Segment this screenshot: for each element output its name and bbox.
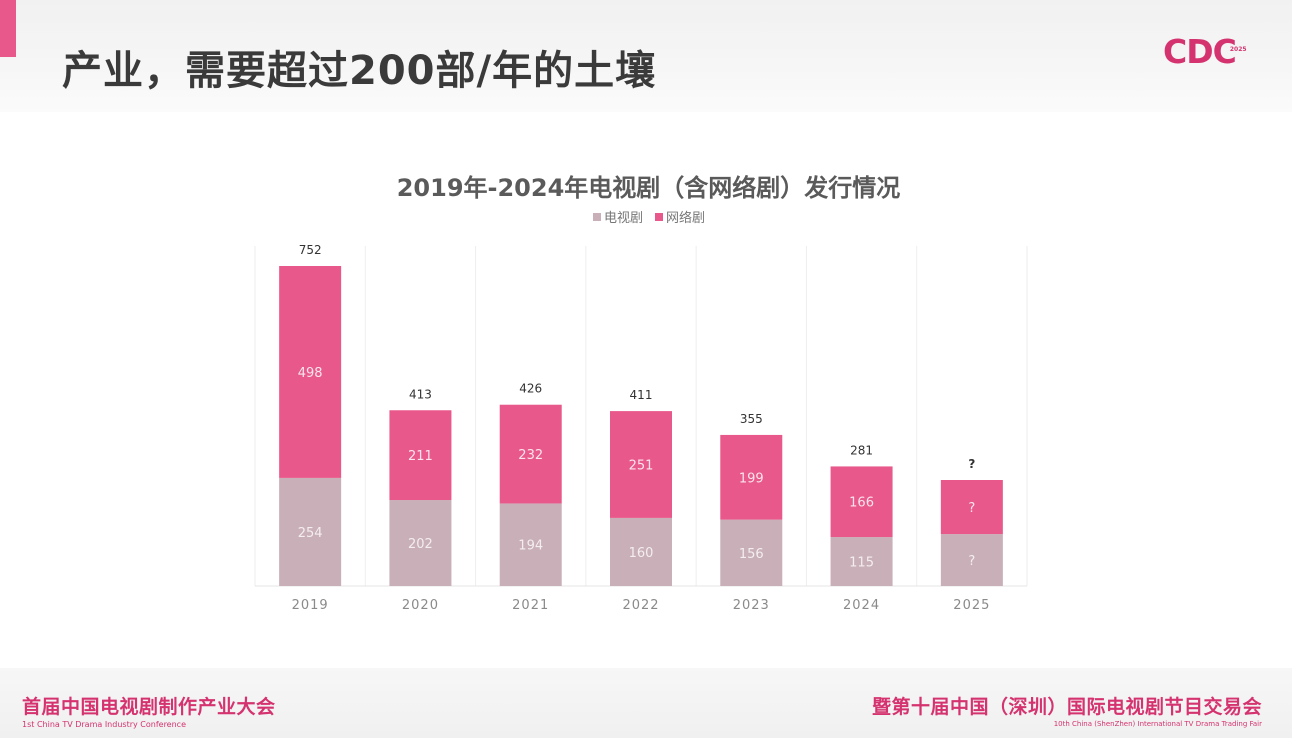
footer-left-cn: 首届中国电视剧制作产业大会 — [22, 696, 276, 718]
legend-item-tv-series: 电视剧 — [592, 207, 643, 226]
total-label: 281 — [850, 443, 873, 457]
data-label-tv-series: 160 — [629, 546, 654, 561]
data-label-web-series: 251 — [629, 459, 654, 474]
bar-tv-series-2023 — [720, 519, 783, 586]
data-label-web-series: 211 — [408, 449, 433, 464]
total-label: 426 — [519, 382, 542, 396]
x-tick-label: 2022 — [622, 598, 659, 613]
legend-swatch-web-series — [655, 212, 663, 221]
bar-tv-series-2020 — [389, 500, 452, 586]
chart-legend: 电视剧 网络剧 — [0, 207, 1292, 226]
footer-right-cn: 暨第十届中国（深圳）国际电视剧节目交易会 — [871, 696, 1262, 718]
footer-band — [0, 668, 1292, 738]
data-label-web-series: ? — [968, 501, 975, 516]
chart-title: 2019年-2024年电视剧（含网络剧）发行情况 — [396, 174, 901, 202]
x-tick-label: 2021 — [512, 598, 549, 613]
bar-web-series-2023 — [720, 434, 783, 520]
x-tick-label: 2019 — [292, 598, 329, 613]
logo-year: 2025 — [1229, 46, 1247, 53]
x-tick-label: 2023 — [733, 598, 770, 613]
data-label-tv-series: 202 — [408, 537, 433, 552]
page-title: 产业，需要超过200部/年的土壤 — [62, 48, 657, 94]
data-label-tv-series: 194 — [518, 539, 543, 554]
logo-text: CDC — [1163, 32, 1237, 71]
bar-web-series-2020 — [389, 410, 452, 501]
data-label-web-series: 199 — [739, 471, 764, 486]
bar-web-series-2019 — [279, 266, 342, 478]
bar-web-series-2021 — [499, 404, 562, 504]
footer-right: 暨第十届中国（深圳）国际电视剧节目交易会 10th China (ShenZhe… — [872, 692, 1262, 728]
total-label: 752 — [299, 243, 322, 257]
data-label-web-series: 232 — [518, 448, 543, 463]
footer-left-en: 1st China TV Drama Industry Conference — [22, 720, 186, 729]
x-tick-label: 2025 — [953, 598, 990, 613]
bar-tv-series-2024 — [830, 537, 893, 586]
legend-swatch-tv-series — [592, 212, 601, 221]
data-label-web-series: 166 — [849, 496, 874, 511]
bar-web-series-2024 — [830, 466, 893, 538]
data-label-tv-series: ? — [968, 554, 975, 569]
footer-left: 首届中国电视剧制作产业大会 1st China TV Drama Industr… — [22, 692, 276, 729]
x-tick-label: 2024 — [843, 598, 880, 613]
accent-bar — [0, 0, 16, 57]
total-label: 413 — [409, 387, 432, 401]
bar-tv-series-2021 — [499, 503, 562, 586]
total-label: ? — [968, 457, 975, 471]
legend-item-web-series: 网络剧 — [655, 207, 705, 226]
legend-label-web-series: 网络剧 — [666, 211, 706, 226]
header-band — [0, 0, 1292, 112]
bar-tv-series-2019 — [279, 477, 342, 586]
bar-tv-series-2022 — [610, 517, 672, 586]
footer-right-en: 10th China (ShenZhen) International TV D… — [1053, 720, 1262, 728]
total-label: 355 — [740, 412, 763, 426]
bar-tv-series-2025 — [940, 534, 1003, 586]
cdc-logo: CDC 2025 — [1163, 32, 1247, 72]
data-label-web-series: 498 — [298, 366, 323, 381]
bar-web-series-2025 — [940, 480, 1003, 535]
data-label-tv-series: 115 — [849, 556, 874, 571]
legend-label-tv-series: 电视剧 — [603, 211, 643, 226]
x-tick-label: 2020 — [402, 598, 439, 613]
data-label-tv-series: 156 — [739, 547, 764, 562]
data-label-tv-series: 254 — [298, 526, 323, 541]
bar-web-series-2022 — [610, 411, 672, 518]
total-label: 411 — [630, 388, 653, 402]
